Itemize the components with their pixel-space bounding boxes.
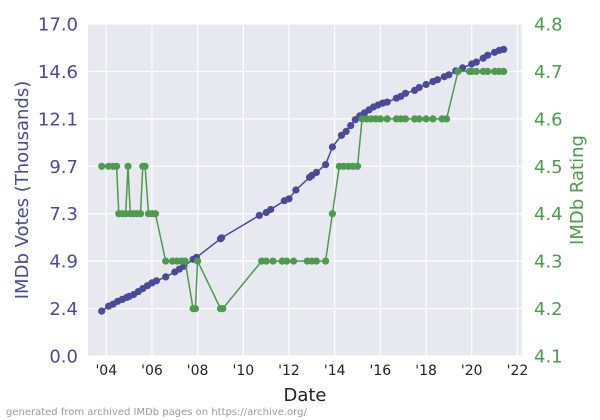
source-footnote: generated from archived IMDb pages on ht… (6, 407, 307, 418)
data-point (401, 89, 410, 97)
votes-series (98, 45, 508, 315)
data-point (290, 257, 298, 265)
data-point (328, 143, 336, 151)
data-point (113, 162, 121, 170)
data-point (312, 257, 320, 265)
x-tick-label: '22 (507, 363, 529, 379)
left-tick-label: 17.0 (38, 15, 78, 36)
right-tick-label: 4.4 (534, 204, 563, 225)
data-point (194, 257, 202, 265)
data-point (454, 67, 462, 75)
data-point (98, 307, 106, 315)
x-tick-label: '08 (187, 363, 209, 379)
x-tick-label: '16 (370, 363, 392, 379)
data-point (383, 98, 391, 106)
data-point (141, 162, 149, 170)
left-tick-label: 0.0 (49, 347, 78, 368)
x-tick-label: '06 (141, 363, 163, 379)
data-point (292, 186, 300, 194)
data-point (151, 210, 159, 218)
data-point (262, 257, 270, 265)
right-tick-label: 4.5 (534, 157, 563, 178)
data-point (191, 305, 199, 313)
left-tick-label: 4.9 (49, 252, 78, 273)
data-point (255, 211, 263, 219)
data-point (415, 83, 423, 92)
data-point (429, 115, 437, 123)
data-point (285, 195, 293, 203)
right-tick-label: 4.6 (534, 109, 563, 130)
right-axis-ticks: 4.1 4.2 4.3 4.4 4.5 4.6 4.7 4.8 (534, 15, 563, 368)
data-point (162, 257, 170, 265)
data-point (422, 115, 430, 123)
data-point (218, 234, 226, 242)
x-tick-label: '10 (232, 363, 254, 379)
left-axis-label: IMDb Votes (Thousands) (12, 81, 33, 300)
data-point (500, 67, 508, 75)
data-point (415, 115, 423, 123)
data-point (401, 115, 410, 123)
left-tick-label: 12.1 (38, 109, 78, 130)
data-point (445, 71, 453, 79)
left-axis-ticks: 0.0 2.4 4.9 7.3 9.7 12.1 14.6 17.0 (38, 15, 78, 368)
data-point (376, 115, 384, 123)
data-point (472, 58, 480, 66)
data-point (312, 168, 320, 176)
data-point (283, 257, 291, 265)
data-point (181, 257, 189, 265)
left-tick-label: 2.4 (49, 299, 78, 320)
right-tick-label: 4.1 (534, 347, 563, 368)
data-point (500, 45, 508, 54)
data-point (152, 277, 161, 285)
data-point (342, 127, 350, 135)
x-tick-label: '18 (415, 363, 437, 379)
data-point (269, 257, 277, 265)
data-point (484, 51, 492, 59)
data-point (433, 76, 442, 84)
data-point (472, 67, 480, 75)
rating-series (98, 67, 508, 313)
data-point (162, 273, 170, 281)
data-point (124, 162, 132, 170)
data-point (322, 257, 330, 265)
data-point (443, 115, 451, 123)
x-tick-label: '12 (278, 363, 300, 379)
data-point (422, 80, 430, 89)
right-tick-label: 4.2 (534, 299, 563, 320)
data-point (267, 205, 275, 214)
right-tick-label: 4.7 (534, 62, 563, 83)
left-tick-label: 9.7 (49, 157, 78, 178)
x-tick-label: '04 (95, 363, 117, 379)
data-point (98, 162, 106, 170)
right-tick-label: 4.8 (534, 15, 563, 36)
data-point (328, 210, 336, 218)
data-point (322, 161, 330, 169)
left-tick-label: 14.6 (38, 62, 78, 83)
x-axis-ticks: '04 '06 '08 '10 '12 '14 '16 '18 '20 '22 (95, 363, 528, 379)
x-axis-label: Date (283, 385, 326, 406)
x-tick-label: '20 (461, 363, 483, 379)
plot-area (88, 24, 522, 356)
data-point (347, 122, 355, 130)
data-point (383, 115, 391, 123)
data-point (219, 305, 227, 313)
right-axis-label: IMDb Rating (567, 135, 588, 245)
data-point (484, 67, 492, 75)
data-point (136, 210, 145, 218)
x-tick-label: '14 (324, 363, 346, 379)
left-tick-label: 7.3 (49, 204, 78, 225)
data-point (353, 162, 362, 170)
right-tick-label: 4.3 (534, 252, 563, 273)
